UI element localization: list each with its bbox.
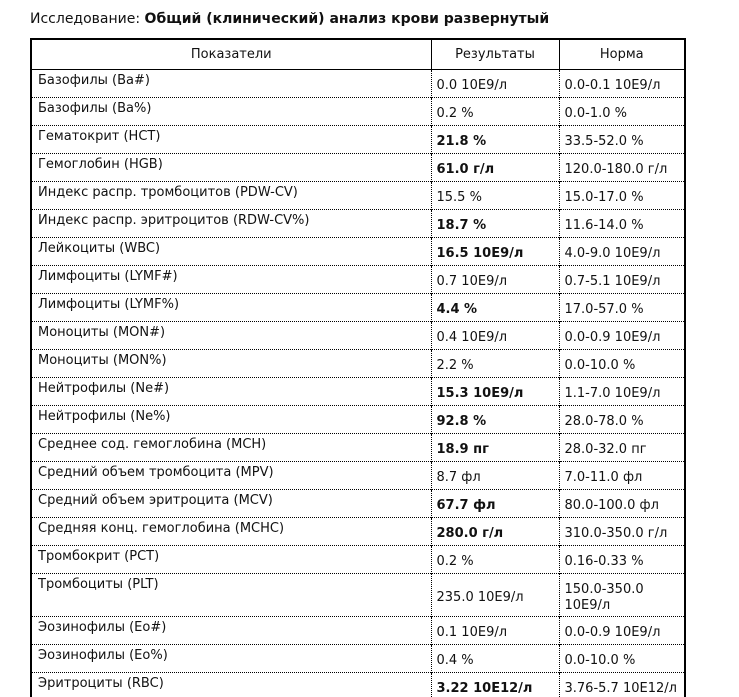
result-cell: 280.0 г/л bbox=[430, 516, 559, 545]
table-row: Эритроциты (RBC) 3.22 10E12/л 3.76-5.7 1… bbox=[31, 671, 685, 697]
result-cell: 0.4 % bbox=[430, 643, 559, 672]
norm-cell: 33.5-52.0 % bbox=[558, 124, 685, 153]
indicator-cell: Средний объем эритроцита (MCV) bbox=[31, 488, 431, 517]
norm-cell: 17.0-57.0 % bbox=[558, 292, 685, 321]
norm-cell: 150.0-350.0 10E9/л bbox=[558, 572, 685, 616]
indicator-cell: Моноциты (MON#) bbox=[31, 320, 431, 349]
table-row: Индекс распр. эритроцитов (RDW-CV%) 18.7… bbox=[31, 208, 685, 237]
indicator-cell: Гематокрит (HCT) bbox=[31, 124, 431, 153]
table-row: Среднее сод. гемоглобина (MCH) 18.9 пг 2… bbox=[31, 432, 685, 461]
result-cell: 0.7 10E9/л bbox=[430, 264, 559, 293]
table-row: Лейкоциты (WBC) 16.5 10E9/л 4.0-9.0 10E9… bbox=[31, 236, 685, 265]
table-row: Эозинофилы (Eo#) 0.1 10E9/л 0.0-0.9 10E9… bbox=[31, 615, 685, 644]
table-row: Средний объем эритроцита (MCV) 67.7 фл 8… bbox=[31, 488, 685, 517]
indicator-cell: Индекс распр. эритроцитов (RDW-CV%) bbox=[31, 208, 431, 237]
table-row: Тромбокрит (PCT) 0.2 % 0.16-0.33 % bbox=[31, 544, 685, 573]
norm-cell: 0.0-0.9 10E9/л bbox=[558, 615, 685, 644]
result-cell: 0.4 10E9/л bbox=[430, 320, 559, 349]
result-cell: 235.0 10E9/л bbox=[430, 572, 559, 616]
study-label: Исследование: bbox=[30, 11, 141, 27]
indicator-cell: Тромбоциты (PLT) bbox=[31, 572, 431, 616]
result-cell: 3.22 10E12/л bbox=[430, 671, 559, 697]
indicator-cell: Индекс распр. тромбоцитов (PDW-CV) bbox=[31, 180, 431, 209]
result-cell: 15.3 10E9/л bbox=[430, 376, 559, 405]
norm-cell: 0.0-0.1 10E9/л bbox=[558, 68, 685, 97]
table-row: Лимфоциты (LYMF#) 0.7 10E9/л 0.7-5.1 10E… bbox=[31, 264, 685, 293]
result-cell: 18.9 пг bbox=[430, 432, 559, 461]
column-header-indicators: Показатели bbox=[30, 38, 432, 70]
table-row: Базофилы (Ba%) 0.2 % 0.0-1.0 % bbox=[31, 96, 685, 125]
indicator-cell: Среднее сод. гемоглобина (MCH) bbox=[31, 432, 431, 461]
norm-cell: 0.0-0.9 10E9/л bbox=[558, 320, 685, 349]
table-row: Базофилы (Ba#) 0.0 10E9/л 0.0-0.1 10E9/л bbox=[31, 68, 685, 97]
table-row: Эозинофилы (Eo%) 0.4 % 0.0-10.0 % bbox=[31, 643, 685, 672]
result-cell: 15.5 % bbox=[430, 180, 559, 209]
indicator-cell: Базофилы (Ba%) bbox=[31, 96, 431, 125]
norm-cell: 1.1-7.0 10E9/л bbox=[558, 376, 685, 405]
indicator-cell: Средний объем тромбоцита (MPV) bbox=[31, 460, 431, 489]
norm-cell: 0.16-0.33 % bbox=[558, 544, 685, 573]
result-cell: 18.7 % bbox=[430, 208, 559, 237]
indicator-cell: Нейтрофилы (Ne#) bbox=[31, 376, 431, 405]
result-cell: 21.8 % bbox=[430, 124, 559, 153]
norm-cell: 28.0-32.0 пг bbox=[558, 432, 685, 461]
norm-cell: 0.0-1.0 % bbox=[558, 96, 685, 125]
table-row: Тромбоциты (PLT) 235.0 10E9/л 150.0-350.… bbox=[31, 572, 685, 616]
result-cell: 92.8 % bbox=[430, 404, 559, 433]
indicator-cell: Тромбокрит (PCT) bbox=[31, 544, 431, 573]
indicator-cell: Эозинофилы (Eo%) bbox=[31, 643, 431, 672]
norm-cell: 120.0-180.0 г/л bbox=[558, 152, 685, 181]
table-row: Нейтрофилы (Ne%) 92.8 % 28.0-78.0 % bbox=[31, 404, 685, 433]
norm-cell: 28.0-78.0 % bbox=[558, 404, 685, 433]
column-header-norm: Норма bbox=[558, 38, 686, 70]
results-table-body: Базофилы (Ba#) 0.0 10E9/л 0.0-0.1 10E9/л… bbox=[31, 68, 685, 697]
table-row: Лимфоциты (LYMF%) 4.4 % 17.0-57.0 % bbox=[31, 292, 685, 321]
table-row: Средний объем тромбоцита (MPV) 8.7 фл 7.… bbox=[31, 460, 685, 489]
result-cell: 0.2 % bbox=[430, 544, 559, 573]
norm-cell: 3.76-5.7 10E12/л bbox=[558, 671, 685, 697]
norm-cell: 0.7-5.1 10E9/л bbox=[558, 264, 685, 293]
result-cell: 2.2 % bbox=[430, 348, 559, 377]
page-title: Исследование: Общий (клинический) анализ… bbox=[30, 10, 739, 28]
table-row: Гематокрит (HCT) 21.8 % 33.5-52.0 % bbox=[31, 124, 685, 153]
result-cell: 0.2 % bbox=[430, 96, 559, 125]
results-table-header: Показатели Результаты Норма bbox=[30, 38, 686, 70]
result-cell: 8.7 фл bbox=[430, 460, 559, 489]
result-cell: 0.1 10E9/л bbox=[430, 615, 559, 644]
column-header-results: Результаты bbox=[430, 38, 560, 70]
norm-cell: 80.0-100.0 фл bbox=[558, 488, 685, 517]
norm-cell: 0.0-10.0 % bbox=[558, 643, 685, 672]
table-row: Гемоглобин (HGB) 61.0 г/л 120.0-180.0 г/… bbox=[31, 152, 685, 181]
indicator-cell: Средняя конц. гемоглобина (MCHC) bbox=[31, 516, 431, 545]
norm-cell: 15.0-17.0 % bbox=[558, 180, 685, 209]
study-name: Общий (клинический) анализ крови разверн… bbox=[144, 11, 550, 27]
indicator-cell: Эритроциты (RBC) bbox=[31, 671, 431, 697]
norm-cell: 0.0-10.0 % bbox=[558, 348, 685, 377]
norm-cell: 310.0-350.0 г/л bbox=[558, 516, 685, 545]
results-table: Показатели Результаты Норма Базофилы (Ba… bbox=[30, 38, 686, 697]
indicator-cell: Моноциты (MON%) bbox=[31, 348, 431, 377]
table-row: Средняя конц. гемоглобина (MCHC) 280.0 г… bbox=[31, 516, 685, 545]
result-cell: 67.7 фл bbox=[430, 488, 559, 517]
table-row: Моноциты (MON#) 0.4 10E9/л 0.0-0.9 10E9/… bbox=[31, 320, 685, 349]
result-cell: 4.4 % bbox=[430, 292, 559, 321]
result-cell: 16.5 10E9/л bbox=[430, 236, 559, 265]
result-cell: 0.0 10E9/л bbox=[430, 68, 559, 97]
indicator-cell: Гемоглобин (HGB) bbox=[31, 152, 431, 181]
indicator-cell: Лимфоциты (LYMF%) bbox=[31, 292, 431, 321]
norm-cell: 7.0-11.0 фл bbox=[558, 460, 685, 489]
indicator-cell: Лимфоциты (LYMF#) bbox=[31, 264, 431, 293]
norm-cell: 11.6-14.0 % bbox=[558, 208, 685, 237]
indicator-cell: Лейкоциты (WBC) bbox=[31, 236, 431, 265]
norm-cell: 4.0-9.0 10E9/л bbox=[558, 236, 685, 265]
table-row: Нейтрофилы (Ne#) 15.3 10E9/л 1.1-7.0 10E… bbox=[31, 376, 685, 405]
indicator-cell: Эозинофилы (Eo#) bbox=[31, 615, 431, 644]
result-cell: 61.0 г/л bbox=[430, 152, 559, 181]
indicator-cell: Базофилы (Ba#) bbox=[31, 68, 431, 97]
table-row: Моноциты (MON%) 2.2 % 0.0-10.0 % bbox=[31, 348, 685, 377]
table-row: Индекс распр. тромбоцитов (PDW-CV) 15.5 … bbox=[31, 180, 685, 209]
indicator-cell: Нейтрофилы (Ne%) bbox=[31, 404, 431, 433]
